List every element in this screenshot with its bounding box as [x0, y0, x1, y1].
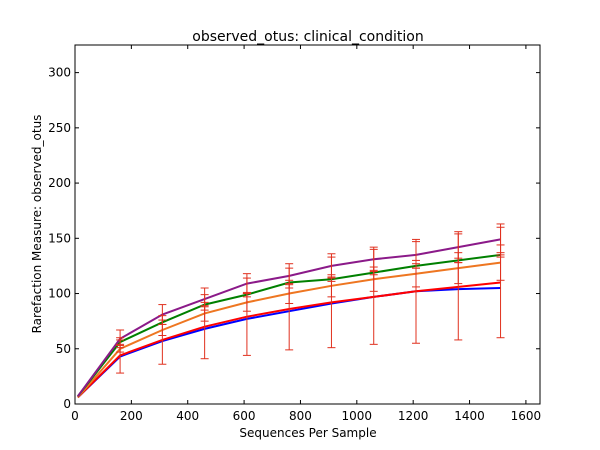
- x-axis: 0 200 400 600 800 1000 1200 1400 1600: [71, 45, 541, 423]
- x-tick-label-3: 600: [233, 409, 256, 423]
- error-bar-4-2: [158, 304, 167, 325]
- y-tick-label-1: 50: [56, 342, 71, 356]
- error-bar-4-3: [200, 287, 209, 311]
- x-axis-title: Sequences Per Sample: [239, 426, 376, 440]
- y-tick-label-6: 300: [48, 66, 71, 80]
- error-bar-4-7: [369, 246, 378, 272]
- error-bar-4-6: [327, 253, 336, 279]
- y-tick-label-4: 200: [48, 176, 71, 190]
- y-tick-label-3: 150: [48, 231, 71, 245]
- error-bar-4-8: [412, 241, 420, 269]
- error-bar-4-1: [116, 329, 125, 349]
- x-tick-label-8: 1600: [511, 409, 542, 423]
- y-tick-label-0: 0: [63, 397, 71, 411]
- error-bar-4-9: [454, 231, 463, 264]
- plot-frame: [74, 44, 541, 405]
- y-tick-label-5: 250: [48, 121, 71, 135]
- error-bar-4-10: [496, 223, 505, 256]
- x-tick-label-5: 1000: [342, 409, 373, 423]
- y-axis-title: Rarefaction Measure: observed_otus: [30, 115, 44, 334]
- chart-title: observed_otus: clinical_condition: [192, 29, 423, 45]
- x-tick-label-4: 800: [289, 409, 312, 423]
- x-tick-label-0: 0: [71, 409, 79, 423]
- plot-area: [76, 223, 505, 399]
- y-axis: 0 50 100 150 200 250 300: [48, 66, 540, 411]
- x-tick-label-7: 1400: [454, 409, 485, 423]
- x-tick-label-1: 200: [120, 409, 143, 423]
- error-bar-4-4: [242, 273, 251, 295]
- error-bar-4-5: [285, 263, 294, 289]
- x-tick-label-6: 1200: [398, 409, 429, 423]
- x-tick-label-2: 400: [176, 409, 199, 423]
- y-tick-label-2: 100: [48, 287, 71, 301]
